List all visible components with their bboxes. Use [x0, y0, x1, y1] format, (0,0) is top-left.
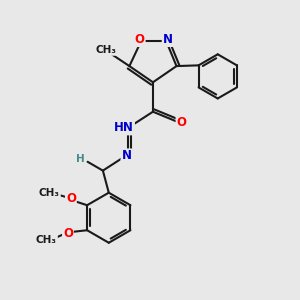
Text: O: O — [135, 33, 145, 46]
Text: N: N — [122, 149, 131, 162]
Text: O: O — [176, 116, 187, 128]
Text: O: O — [63, 227, 73, 240]
Text: O: O — [66, 192, 76, 205]
Text: CH₃: CH₃ — [39, 188, 60, 198]
Text: N: N — [163, 33, 173, 46]
Text: CH₃: CH₃ — [95, 45, 116, 55]
Text: CH₃: CH₃ — [36, 235, 57, 245]
Text: HN: HN — [114, 122, 134, 134]
Text: H: H — [76, 154, 85, 164]
